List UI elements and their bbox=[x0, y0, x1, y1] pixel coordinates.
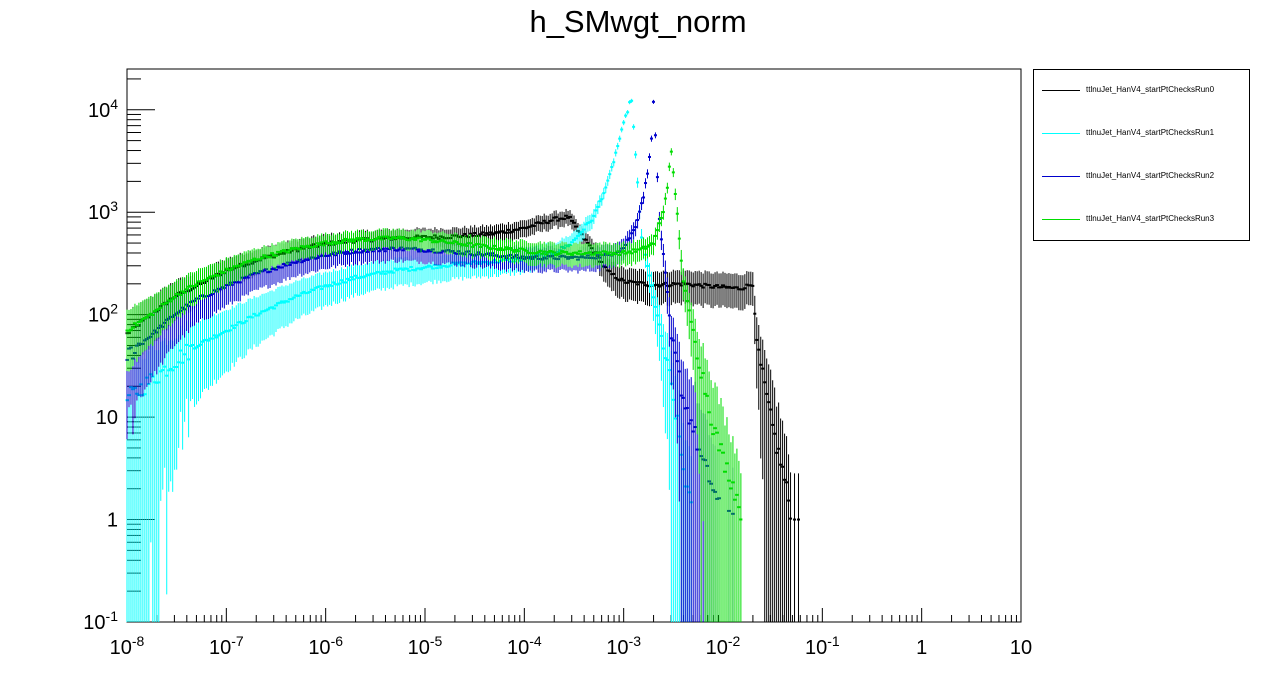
legend-line-run2 bbox=[1042, 176, 1080, 177]
y-tick-label: 1 bbox=[107, 510, 118, 532]
plot-frame bbox=[126, 68, 1022, 623]
series-1 bbox=[125, 98, 693, 622]
x-tick-label: 1 bbox=[916, 637, 927, 659]
x-tick-label: 10-8 bbox=[110, 633, 145, 659]
legend-entry-run1: ttlnuJet_HanV4_startPtChecksRun1 bbox=[1034, 124, 1249, 144]
y-tick-label: 10-1 bbox=[83, 608, 118, 634]
x-tick-label: 10 bbox=[1010, 637, 1032, 659]
y-tick-label: 103 bbox=[88, 198, 118, 224]
x-tick-label: 10-6 bbox=[308, 633, 343, 659]
x-tick-label: 10-1 bbox=[805, 633, 840, 659]
chart-title: h_SMwgt_norm bbox=[529, 4, 747, 39]
y-tick-label: 102 bbox=[88, 301, 118, 327]
legend-line-run0 bbox=[1042, 90, 1080, 91]
legend-entry-run0: ttlnuJet_HanV4_startPtChecksRun0 bbox=[1034, 81, 1249, 101]
legend-line-run3 bbox=[1042, 219, 1080, 220]
x-tick-label: 10-5 bbox=[408, 633, 443, 659]
x-tick-label: 10-3 bbox=[606, 633, 641, 659]
legend-entry-run3: ttlnuJet_HanV4_startPtChecksRun3 bbox=[1034, 210, 1249, 230]
series-3 bbox=[125, 148, 743, 622]
legend-line-run1 bbox=[1042, 133, 1080, 134]
legend: ttlnuJet_HanV4_startPtChecksRun0 ttlnuJe… bbox=[1033, 69, 1250, 241]
legend-label-run2: ttlnuJet_HanV4_startPtChecksRun2 bbox=[1086, 171, 1215, 180]
y-tick-label: 104 bbox=[88, 96, 118, 122]
x-tick-label: 10-7 bbox=[209, 633, 244, 659]
legend-label-run3: ttlnuJet_HanV4_startPtChecksRun3 bbox=[1086, 214, 1215, 223]
legend-label-run1: ttlnuJet_HanV4_startPtChecksRun1 bbox=[1086, 128, 1215, 137]
x-tick-label: 10-4 bbox=[507, 633, 542, 659]
y-tick-label: 10 bbox=[96, 407, 118, 429]
legend-entry-run2: ttlnuJet_HanV4_startPtChecksRun2 bbox=[1034, 167, 1249, 187]
legend-label-run0: ttlnuJet_HanV4_startPtChecksRun0 bbox=[1086, 85, 1215, 94]
x-tick-label: 10-2 bbox=[706, 633, 741, 659]
